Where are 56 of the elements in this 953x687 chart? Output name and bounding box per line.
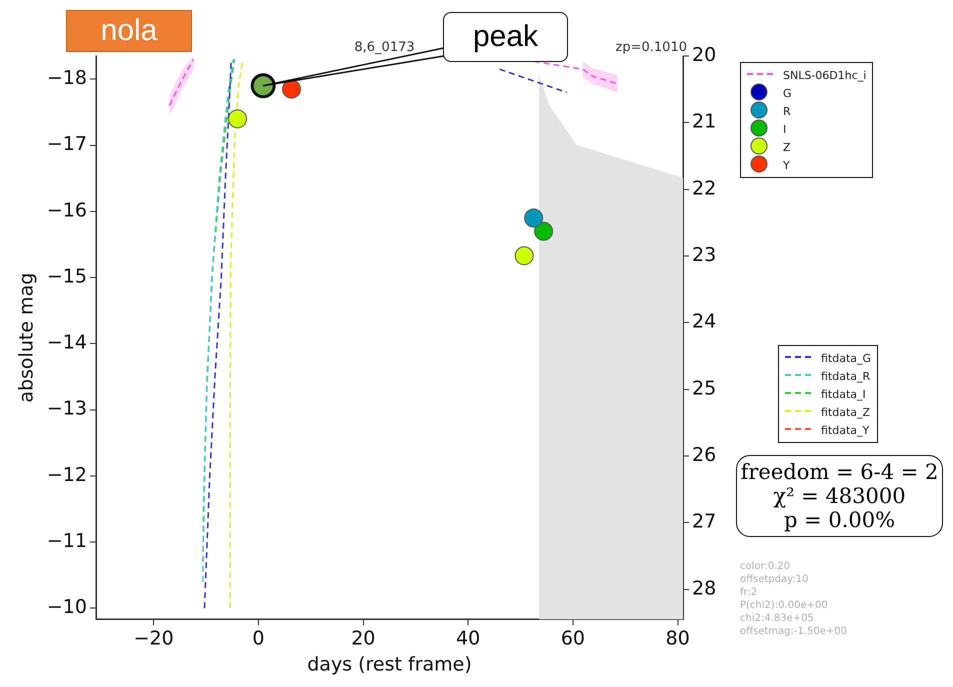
text: offsetmag:-1.50e+00 [740,625,848,638]
text: freedom = 6-4 = 2 [740,460,940,484]
legend-label: fitdata_G [821,352,872,364]
legend-label: Z [783,140,791,154]
point [534,222,554,241]
x-tick-label: 20 [351,628,376,650]
y-tick-label: −10 [46,596,87,618]
legend-label: G [783,86,792,100]
x-tick-label: 0 [252,628,265,650]
legend-label: fitdata_Z [821,406,870,418]
legend-label: fitdata_R [821,370,870,382]
y2-tick-label: 27 [692,510,716,533]
y2-tick-label: 22 [692,177,716,200]
x-axis-title: days (rest frame) [307,654,472,676]
legend-label: fitdata_Y [821,424,870,436]
text: χ² = 483000 [772,484,907,508]
point [228,109,248,128]
y2-tick-label: 26 [692,444,716,466]
text: offsetpday:10 [740,573,810,586]
y-tick-label: −16 [46,199,87,222]
legend-label: Y [783,158,790,172]
text: color:0.20 [740,560,792,573]
point [514,246,534,266]
point [524,208,544,228]
text: P(chi2):0.00e+00 [740,599,829,612]
chart-title: 8,6_0173 [354,40,415,55]
text: p = 0.00% [782,508,896,532]
y2-tick-label: 23 [692,244,716,266]
text: peak [443,12,568,62]
y-tick-label: −12 [46,464,87,486]
y-tick-label: −17 [46,133,87,156]
y-tick-label: −11 [46,530,87,552]
y-tick-label: −14 [46,332,87,354]
legend-label: I [783,122,786,136]
y2-tick-label: 28 [692,577,716,600]
y2-tick-label: 25 [692,377,716,400]
point [282,80,301,99]
legend-label: R [783,104,791,118]
text: nola [66,10,192,52]
y-axis-title: absolute mag [15,272,38,403]
y-tick-label: −15 [46,265,87,288]
x-tick-label: 40 [456,628,480,650]
x-tick-label: 80 [666,628,690,650]
text: chi2:4.83e+05 [740,612,815,625]
legend-label: fitdata_I [821,388,866,400]
y-tick-label: −13 [46,398,87,420]
text: zp=0.1010 [616,40,687,55]
y2-tick-label: 24 [692,310,716,333]
text: fr:2 [740,586,758,599]
y2-tick-label: 20 [692,44,716,66]
x-tick-label: 60 [560,628,586,650]
y2-tick-label: 21 [692,110,716,133]
legend-label: SNLS-06D1hc_i [783,68,866,82]
point [250,73,276,98]
y-tick-label: −18 [46,67,87,90]
x-tick-label: −20 [134,628,174,650]
